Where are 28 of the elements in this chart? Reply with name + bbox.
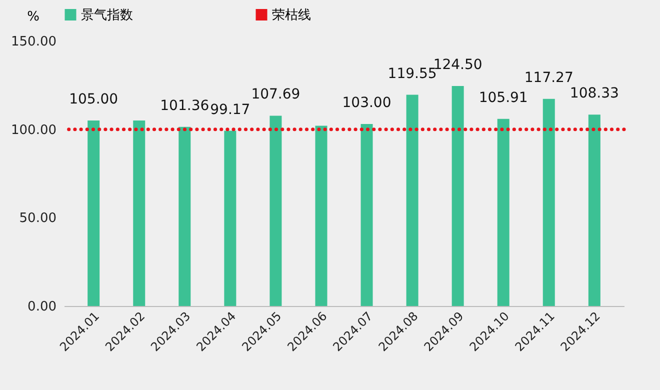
y-axis-title: % <box>27 10 40 24</box>
bar <box>270 116 282 306</box>
data-label: 101.36 <box>160 98 210 114</box>
data-label: 117.27 <box>524 70 574 86</box>
y-tick-label: 0.00 <box>28 300 56 314</box>
bar <box>88 120 100 306</box>
data-label: 105.00 <box>69 92 118 108</box>
bar <box>315 126 328 306</box>
bar <box>497 118 510 306</box>
bar <box>178 126 191 306</box>
bar <box>360 124 373 306</box>
bar <box>133 120 146 306</box>
bar <box>406 94 418 306</box>
bar <box>452 86 464 306</box>
y-tick-label: 50.00 <box>19 211 56 226</box>
y-tick-label: 100.00 <box>11 122 56 138</box>
data-label: 108.33 <box>570 86 619 102</box>
data-label: 119.55 <box>388 66 437 82</box>
data-label: 99.17 <box>210 102 250 118</box>
legend-label: 景气指数 <box>81 8 133 23</box>
y-tick-label: 150.00 <box>11 34 56 50</box>
data-label: 107.69 <box>251 86 300 103</box>
data-label: 103.00 <box>342 95 392 112</box>
data-label: 105.91 <box>478 90 528 106</box>
bar <box>542 98 555 306</box>
bar <box>588 114 600 306</box>
bar <box>224 130 236 306</box>
legend-label: 荣枯线 <box>272 8 311 23</box>
